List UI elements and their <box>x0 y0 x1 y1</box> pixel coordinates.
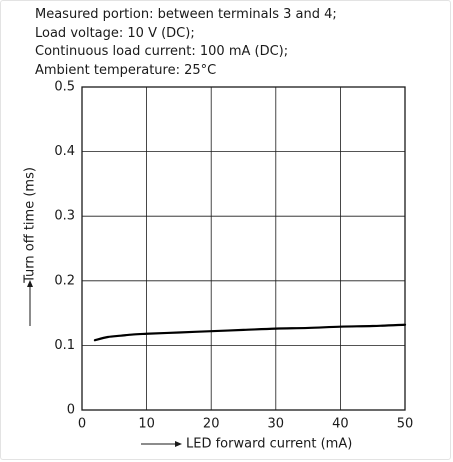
x-tick-label: 30 <box>268 417 285 432</box>
y-axis-arrow-icon <box>27 280 33 287</box>
y-tick-label: 0.3 <box>54 209 75 224</box>
measurement-conditions: Measured portion: between terminals 3 an… <box>35 6 337 80</box>
y-tick-labels: 0 0.1 0.2 0.3 0.4 0.5 <box>54 80 75 418</box>
x-tick-label: 50 <box>397 417 414 432</box>
condition-line-load-current: Continuous load current: 100 mA (DC); <box>35 44 289 59</box>
x-tick-label: 10 <box>138 417 155 432</box>
y-axis-label: Turn off time (ms) <box>23 167 38 284</box>
series-line <box>93 323 407 342</box>
y-tick-label: 0.5 <box>54 80 75 95</box>
y-axis-label-group: Turn off time (ms) <box>23 167 38 326</box>
y-tick-label: 0.4 <box>54 144 75 159</box>
condition-line-measured-portion: Measured portion: between terminals 3 an… <box>35 7 337 22</box>
condition-line-ambient-temperature: Ambient temperature: 25°C <box>35 62 217 78</box>
x-axis-label-group: LED forward current (mA) <box>141 437 352 452</box>
y-tick-label: 0 <box>67 403 75 418</box>
x-tick-label: 20 <box>203 417 220 432</box>
grid-lines <box>82 87 405 410</box>
x-tick-labels: 0 10 20 30 40 50 <box>78 417 413 432</box>
x-tick-label: 40 <box>332 417 349 432</box>
x-axis-label: LED forward current (mA) <box>186 437 352 452</box>
x-tick-label: 0 <box>78 417 86 432</box>
condition-line-load-voltage: Load voltage: 10 V (DC); <box>35 25 195 41</box>
y-tick-label: 0.2 <box>54 273 75 288</box>
x-axis-arrow-icon <box>175 441 182 447</box>
plot-area-border <box>81 86 406 411</box>
y-tick-label: 0.1 <box>54 338 75 353</box>
